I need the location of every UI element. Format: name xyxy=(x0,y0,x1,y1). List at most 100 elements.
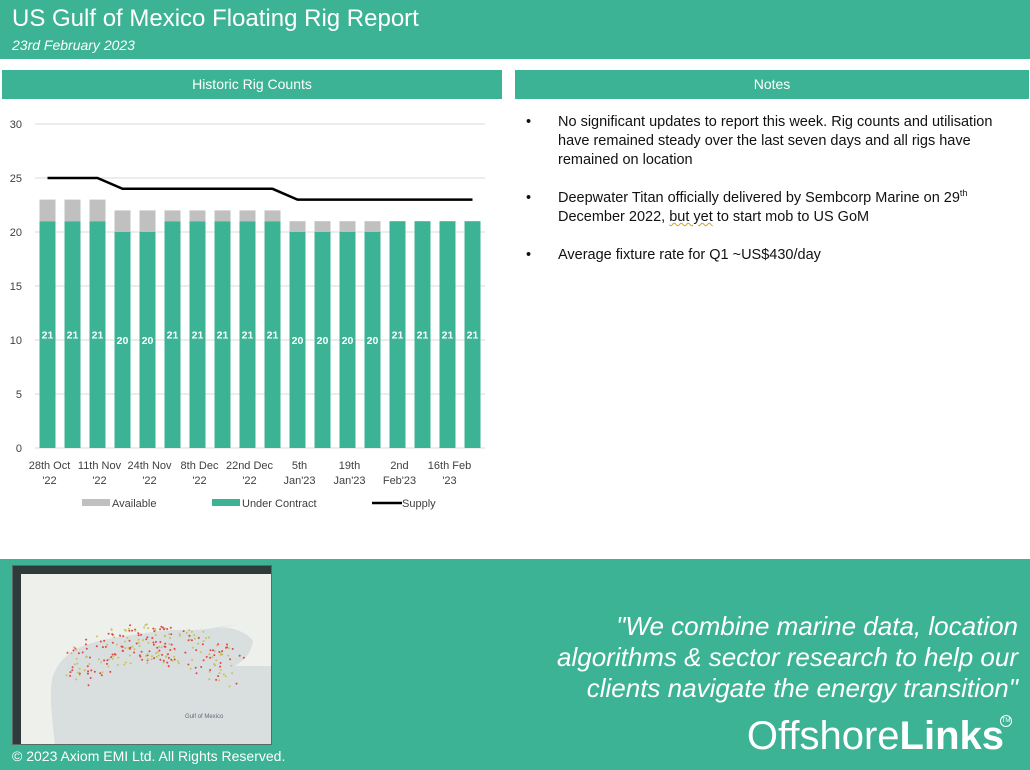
bullet-icon: • xyxy=(526,114,532,130)
bar-under-contract xyxy=(239,221,256,448)
copyright-text: © 2023 Axiom EMI Ltd. All Rights Reserve… xyxy=(12,748,286,764)
bar-available xyxy=(164,210,181,222)
notes-panel-title: Notes xyxy=(515,70,1029,99)
data-label: 21 xyxy=(267,330,279,342)
bar-under-contract xyxy=(464,221,481,448)
bar-under-contract xyxy=(339,232,356,448)
x-tick-label: Jan'23 xyxy=(333,475,365,487)
chart-panel-title: Historic Rig Counts xyxy=(2,70,502,99)
data-label: 20 xyxy=(292,335,304,347)
legend-label: Supply xyxy=(402,498,436,510)
x-tick-label: 24th Nov xyxy=(127,460,172,472)
bar-under-contract xyxy=(289,232,306,448)
bar-available xyxy=(39,199,56,222)
bar-available xyxy=(364,221,381,232)
bar-available xyxy=(139,210,156,232)
bar-available xyxy=(339,221,356,232)
data-label: 21 xyxy=(392,330,404,342)
y-tick-label: 15 xyxy=(10,281,22,293)
bullet-icon: • xyxy=(526,190,532,206)
bar-available xyxy=(239,210,256,222)
bar-available xyxy=(214,210,231,222)
legend-label: Available xyxy=(112,498,156,510)
note-text-3: Average fixture rate for Q1 ~US$430/day xyxy=(558,247,821,263)
data-label: 20 xyxy=(342,335,354,347)
quote-line: algorithms & sector research to help our xyxy=(557,642,1018,672)
bullet-icon: • xyxy=(526,247,532,263)
data-label: 21 xyxy=(442,330,454,342)
bar-available xyxy=(314,221,331,232)
bar-available xyxy=(289,221,306,232)
x-tick-label: 11th Nov xyxy=(78,460,122,472)
report-date: 23rd February 2023 xyxy=(12,37,135,53)
data-label: 21 xyxy=(92,330,104,342)
offshorelinks-logo: OffshoreLinks xyxy=(746,714,1004,758)
x-tick-label: 8th Dec xyxy=(181,460,219,472)
data-label: 21 xyxy=(192,330,204,342)
data-label: 20 xyxy=(142,335,154,347)
note-item: • Average fixture rate for Q1 ~US$430/da… xyxy=(522,246,1012,265)
legend-swatch xyxy=(212,499,240,506)
x-tick-label: '22 xyxy=(142,475,156,487)
bar-available xyxy=(189,210,206,222)
y-tick-label: 20 xyxy=(10,227,22,239)
data-label: 20 xyxy=(317,335,329,347)
x-tick-label: 28th Oct xyxy=(29,460,71,472)
bar-under-contract xyxy=(164,221,181,448)
x-tick-label: '22 xyxy=(242,475,256,487)
bar-available xyxy=(264,210,281,222)
bar-available xyxy=(114,210,131,232)
bar-available xyxy=(64,199,81,222)
svg-text:Gulf of Mexico: Gulf of Mexico xyxy=(185,714,224,720)
bar-under-contract xyxy=(39,221,56,448)
x-tick-label: 16th Feb xyxy=(428,460,471,472)
bar-under-contract xyxy=(189,221,206,448)
note-item: • Deepwater Titan officially delivered b… xyxy=(522,189,1012,227)
page-title: US Gulf of Mexico Floating Rig Report xyxy=(12,5,419,32)
vessel-map-image: Gulf of Mexico xyxy=(12,565,272,745)
bar-under-contract xyxy=(214,221,231,448)
x-tick-label: '22 xyxy=(192,475,206,487)
bar-under-contract xyxy=(414,221,431,448)
data-label: 21 xyxy=(242,330,254,342)
supply-line xyxy=(47,176,473,201)
company-quote: "We combine marine data, location algori… xyxy=(458,611,1018,704)
x-tick-label: '22 xyxy=(92,475,106,487)
footer-bar: Gulf of Mexico "We combine marine data, … xyxy=(0,559,1030,770)
data-label: 21 xyxy=(417,330,429,342)
y-tick-label: 5 xyxy=(16,389,22,401)
data-label: 21 xyxy=(217,330,229,342)
y-tick-label: 10 xyxy=(10,335,22,347)
x-tick-label: 2nd xyxy=(390,460,408,472)
x-tick-label: '22 xyxy=(42,475,56,487)
bar-under-contract xyxy=(89,221,106,448)
bar-under-contract xyxy=(389,221,406,448)
y-tick-label: 25 xyxy=(10,173,22,185)
x-tick-label: Feb'23 xyxy=(383,475,416,487)
bar-under-contract xyxy=(314,232,331,448)
bar-under-contract xyxy=(114,232,131,448)
note-item: • No significant updates to report this … xyxy=(522,113,1012,170)
data-label: 21 xyxy=(467,330,479,342)
y-tick-label: 30 xyxy=(10,119,22,131)
quote-line: clients navigate the energy transition" xyxy=(586,673,1018,703)
data-label: 20 xyxy=(367,335,379,347)
header-bar: US Gulf of Mexico Floating Rig Report 23… xyxy=(0,0,1030,59)
legend-label: Under Contract xyxy=(242,498,317,510)
bar-available xyxy=(89,199,106,222)
bar-under-contract xyxy=(139,232,156,448)
x-tick-label: 22nd Dec xyxy=(226,460,274,472)
rig-count-chart: 21 21 21 20 20 21 21 21 21 21 20 20 20 20 21 21 21 21 0 5 1… xyxy=(10,119,485,510)
bar-under-contract xyxy=(439,221,456,448)
note-text-1: No significant updates to report this we… xyxy=(558,114,993,168)
data-label: 20 xyxy=(117,335,129,347)
trademark-icon: TM xyxy=(1000,715,1012,727)
x-tick-label: 5th xyxy=(292,460,307,472)
bar-under-contract xyxy=(364,232,381,448)
legend-swatch xyxy=(82,499,110,506)
notes-list: • No significant updates to report this … xyxy=(522,113,1012,284)
quote-line: "We combine marine data, location xyxy=(616,611,1018,641)
x-tick-label: '23 xyxy=(442,475,456,487)
data-label: 21 xyxy=(67,330,79,342)
bar-under-contract xyxy=(64,221,81,448)
